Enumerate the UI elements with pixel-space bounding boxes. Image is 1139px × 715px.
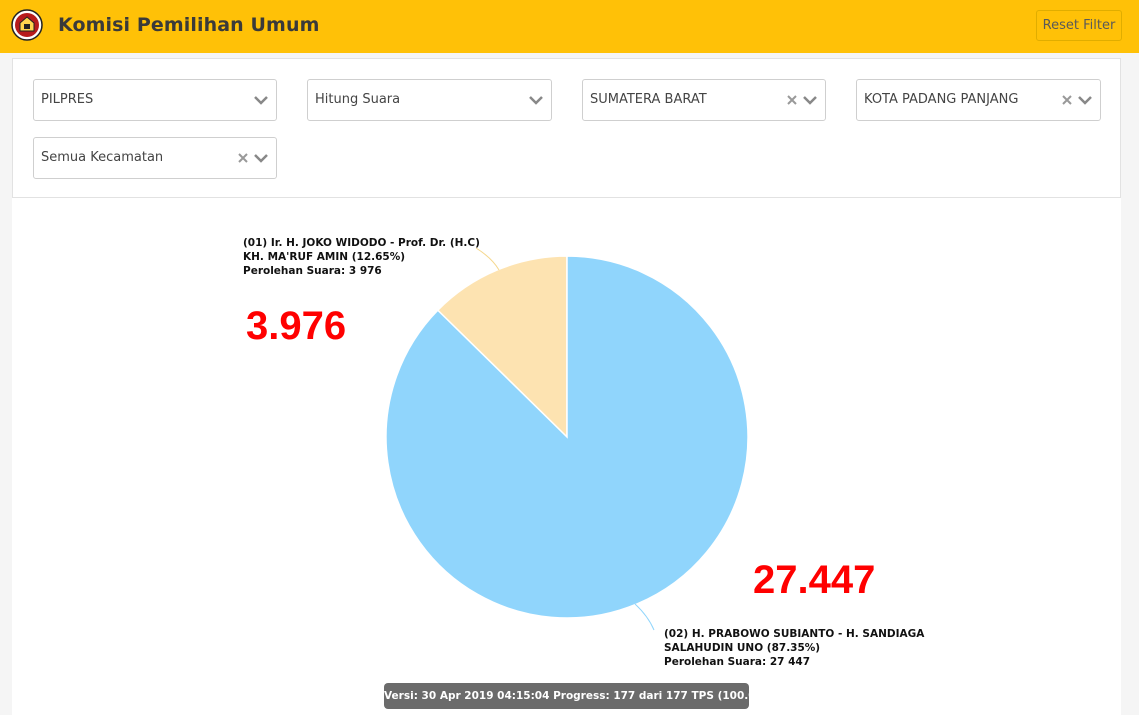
slice-label-02-line3: Perolehan Suara: 27 447	[664, 656, 811, 668]
slice-label-01-line3: Perolehan Suara: 3 976	[243, 265, 382, 277]
slice-label-01-line1: (01) Ir. H. JOKO WIDODO - Prof. Dr. (H.C…	[243, 237, 480, 249]
vote-total-02: 27.447	[753, 558, 876, 602]
kpu-logo-icon[interactable]	[11, 9, 43, 41]
city-select[interactable]: KOTA PADANG PANJANG	[856, 79, 1101, 121]
district-value: Semua Kecamatan	[41, 150, 164, 165]
count-mode-value: Hitung Suara	[315, 92, 401, 107]
pie-slice-prabowo-subianto[interactable]	[385, 255, 749, 619]
election-type-value: PILPRES	[41, 92, 94, 107]
reset-filter-button[interactable]: Reset Filter	[1036, 10, 1122, 41]
province-select[interactable]: SUMATERA BARAT	[582, 79, 826, 121]
clear-icon[interactable]	[1060, 93, 1074, 107]
clear-icon[interactable]	[785, 93, 799, 107]
chevron-down-icon[interactable]	[252, 149, 270, 167]
pie-chart	[385, 247, 749, 631]
chevron-down-icon[interactable]	[801, 91, 819, 109]
app-title[interactable]: Komisi Pemilihan Umum	[58, 14, 320, 36]
city-value: KOTA PADANG PANJANG	[864, 92, 1019, 107]
count-mode-select[interactable]: Hitung Suara	[307, 79, 552, 121]
filter-panel: PILPRES Hitung Suara SUMATERA BARAT KOTA…	[12, 58, 1121, 198]
vote-total-01: 3.976	[246, 304, 347, 348]
district-select[interactable]: Semua Kecamatan	[33, 137, 277, 179]
version-progress-badge: Versi: 30 Apr 2019 04:15:04 Progress: 17…	[384, 683, 800, 709]
chevron-down-icon[interactable]	[252, 91, 270, 109]
pie-slice-joko-widodo[interactable]	[436, 255, 568, 439]
province-value: SUMATERA BARAT	[590, 92, 707, 107]
slice-label-02-line2: SALAHUDIN UNO (87.35%)	[664, 642, 821, 654]
label-connector-02	[634, 603, 655, 631]
chart-panel: (01) Ir. H. JOKO WIDODO - Prof. Dr. (H.C…	[12, 198, 1121, 715]
slice-label-02-line1: (02) H. PRABOWO SUBIANTO - H. SANDIAGA	[664, 628, 925, 640]
slice-label-02: (02) H. PRABOWO SUBIANTO - H. SANDIAGA S…	[664, 627, 924, 669]
label-connector-01	[475, 247, 500, 271]
slice-label-01: (01) Ir. H. JOKO WIDODO - Prof. Dr. (H.C…	[243, 236, 480, 278]
chevron-down-icon[interactable]	[527, 91, 545, 109]
clear-icon[interactable]	[236, 151, 250, 165]
slice-label-01-line2: KH. MA'RUF AMIN (12.65%)	[243, 251, 406, 263]
election-type-select[interactable]: PILPRES	[33, 79, 277, 121]
top-navbar: Komisi Pemilihan Umum Reset Filter	[0, 0, 1139, 53]
chevron-down-icon[interactable]	[1076, 91, 1094, 109]
